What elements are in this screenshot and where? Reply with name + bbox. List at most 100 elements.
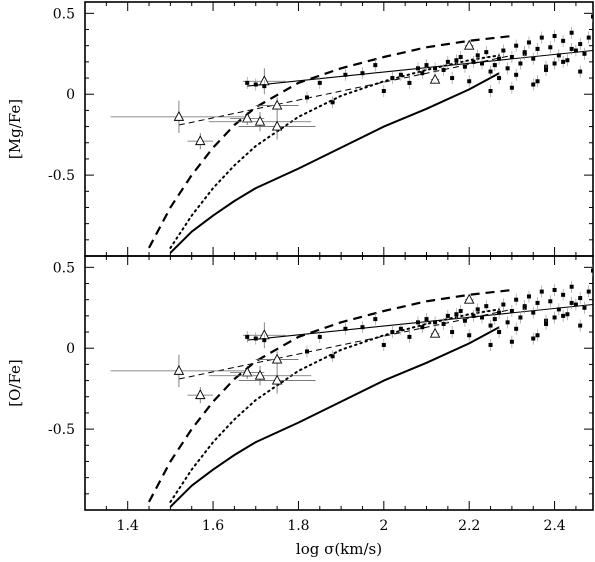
triangle-point — [254, 115, 266, 126]
x-tick-label: 1.8 — [287, 518, 309, 534]
series-line-dashed-thin — [178, 308, 513, 380]
triangle-point — [271, 353, 283, 364]
data-point — [343, 72, 348, 77]
data-point — [330, 100, 335, 105]
data-point — [373, 63, 378, 68]
data-point — [484, 50, 489, 55]
data-point — [582, 305, 587, 310]
triangle-point — [254, 369, 266, 380]
data-point — [561, 38, 566, 43]
triangle-point — [241, 112, 253, 123]
triangle-point — [195, 135, 206, 146]
data-point — [330, 354, 335, 359]
data-point — [497, 330, 502, 335]
data-point — [390, 330, 395, 335]
y-axis-label: [Mg/Fe] — [6, 99, 24, 159]
data-point — [552, 315, 557, 320]
data-point — [591, 268, 593, 273]
plot-frame — [84, 255, 594, 511]
triangle-point — [429, 73, 441, 84]
data-point — [535, 333, 540, 338]
data-point — [569, 300, 574, 305]
data-point — [381, 342, 386, 347]
data-point — [441, 321, 446, 326]
data-point — [514, 297, 519, 302]
triangle-point — [173, 110, 185, 121]
data-point — [445, 313, 450, 318]
data-point — [505, 320, 510, 325]
data-point — [441, 67, 446, 72]
data-point — [556, 307, 561, 312]
data-point — [509, 309, 514, 314]
x-tick-label: 2 — [379, 518, 388, 534]
series-line-solid-thin — [247, 303, 593, 341]
data-point — [544, 67, 549, 72]
data-point — [526, 294, 531, 299]
data-point — [480, 315, 485, 320]
data-point — [317, 80, 322, 85]
data-point — [304, 95, 309, 100]
data-point — [245, 334, 250, 339]
data-point — [582, 51, 587, 56]
data-point — [253, 82, 258, 87]
data-point — [467, 79, 472, 84]
data-point — [569, 46, 574, 51]
data-point — [509, 85, 514, 90]
data-point — [591, 14, 593, 19]
data-point — [471, 59, 476, 64]
data-point — [578, 296, 583, 301]
data-point — [433, 320, 438, 325]
data-point — [539, 35, 544, 40]
data-point — [424, 317, 429, 322]
data-point — [488, 88, 493, 93]
data-point — [578, 323, 583, 328]
data-point — [398, 72, 403, 77]
data-point — [360, 325, 365, 330]
data-point — [578, 42, 583, 47]
data-point — [586, 35, 591, 40]
data-point — [317, 334, 322, 339]
triangle-point — [271, 99, 283, 110]
data-point — [433, 66, 438, 71]
triangle-point — [463, 39, 475, 50]
data-point — [535, 79, 540, 84]
data-point — [531, 310, 536, 315]
data-point — [475, 53, 480, 58]
data-point — [548, 299, 553, 304]
series-line-solid-thin — [247, 49, 593, 87]
data-point — [561, 292, 566, 297]
data-point — [488, 69, 493, 74]
data-point — [548, 45, 553, 50]
y-tick-label: 0 — [66, 87, 75, 103]
data-point — [343, 326, 348, 331]
data-point — [245, 80, 250, 85]
data-point — [514, 72, 519, 77]
data-point — [304, 349, 309, 354]
data-point — [518, 315, 523, 320]
data-point — [552, 61, 557, 66]
data-point — [497, 76, 502, 81]
data-point — [390, 76, 395, 81]
triangle-point — [195, 389, 206, 400]
data-point — [492, 63, 497, 68]
data-point — [522, 304, 527, 309]
data-point — [262, 84, 267, 89]
data-point — [492, 317, 497, 322]
data-point — [497, 310, 502, 315]
data-point — [262, 338, 267, 343]
data-point — [522, 50, 527, 55]
data-point — [484, 304, 489, 309]
triangle-point — [241, 366, 253, 377]
triangle-point — [271, 374, 283, 385]
data-point — [544, 321, 549, 326]
series-line-solid-bold — [169, 72, 500, 254]
data-point — [381, 88, 386, 93]
data-point — [467, 333, 472, 338]
data-point — [462, 318, 467, 323]
data-point — [497, 56, 502, 61]
data-point — [518, 61, 523, 66]
y-tick-label: 0.5 — [53, 260, 75, 276]
data-point — [509, 55, 514, 60]
ofe-panel: 0.5 0 -0.5 1.4 1.6 1.8 2 2.2 2.4 [O/Fe] log σ(km/s… — [6, 255, 594, 558]
